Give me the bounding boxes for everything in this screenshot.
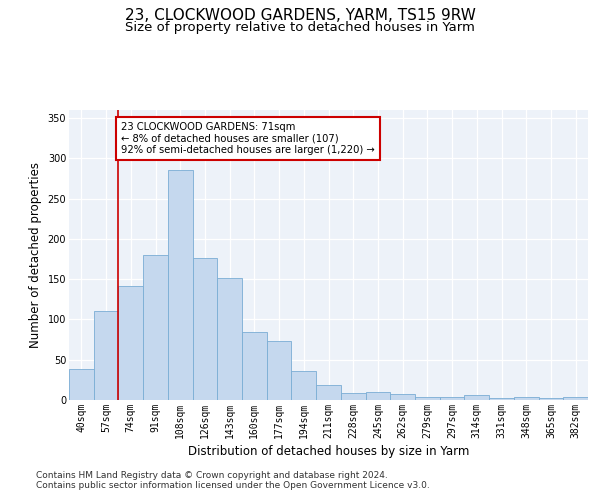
Bar (118, 286, 143, 400)
X-axis label: Distribution of detached houses by size in Yarm: Distribution of detached houses by size … (188, 445, 469, 458)
Bar (365, 392, 390, 400)
Bar (514, 397, 539, 400)
Bar (193, 258, 217, 400)
Bar (316, 384, 341, 400)
Bar (341, 393, 365, 400)
Bar (415, 397, 440, 400)
Bar (168, 170, 193, 400)
Bar (390, 394, 415, 400)
Text: Contains HM Land Registry data © Crown copyright and database right 2024.: Contains HM Land Registry data © Crown c… (36, 471, 388, 480)
Bar (489, 398, 514, 400)
Text: Size of property relative to detached houses in Yarm: Size of property relative to detached ho… (125, 21, 475, 34)
Bar (292, 371, 316, 400)
Bar (563, 397, 588, 400)
Bar (242, 332, 267, 400)
Y-axis label: Number of detached properties: Number of detached properties (29, 162, 42, 348)
Text: 23, CLOCKWOOD GARDENS, YARM, TS15 9RW: 23, CLOCKWOOD GARDENS, YARM, TS15 9RW (125, 8, 475, 22)
Bar (94, 312, 118, 400)
Bar (217, 278, 242, 400)
Bar (143, 255, 168, 400)
Bar (464, 395, 489, 400)
Bar (267, 341, 292, 400)
Bar (69, 370, 94, 400)
Text: Contains public sector information licensed under the Open Government Licence v3: Contains public sector information licen… (36, 481, 430, 490)
Bar (440, 397, 464, 400)
Bar (539, 398, 563, 400)
Text: 23 CLOCKWOOD GARDENS: 71sqm
← 8% of detached houses are smaller (107)
92% of sem: 23 CLOCKWOOD GARDENS: 71sqm ← 8% of deta… (121, 122, 374, 156)
